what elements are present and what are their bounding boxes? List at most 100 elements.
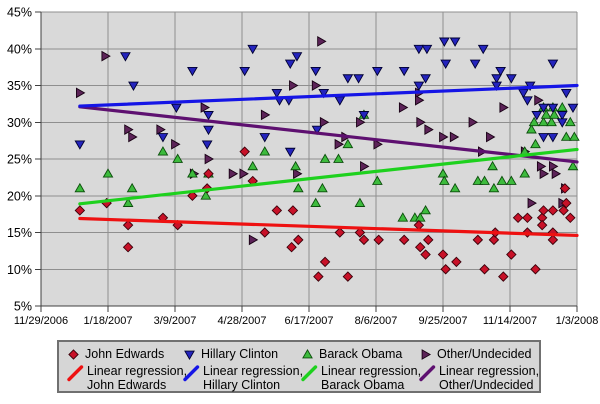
marker-triangle-right [293, 168, 303, 180]
marker-triangle-up [371, 175, 383, 185]
marker-triangle-down [247, 44, 259, 55]
marker-triangle-right [527, 197, 537, 209]
marker-triangle-up [479, 175, 490, 185]
marker-triangle-right [373, 138, 383, 150]
marker-triangle-up [310, 197, 322, 207]
marker-triangle-right [200, 102, 210, 113]
marker-diamond [398, 234, 410, 246]
marker-triangle-right [398, 102, 409, 113]
marker-triangle-down [495, 66, 506, 77]
marker-triangle-up [560, 131, 572, 141]
marker-triangle-down [477, 44, 489, 55]
marker-triangle-up [530, 138, 541, 149]
marker-triangle-up [519, 168, 531, 178]
marker-triangle-right [534, 94, 544, 106]
marker-triangle-down [239, 66, 251, 77]
y-axis-label: 30% [7, 116, 32, 130]
marker-triangle-down [538, 103, 549, 114]
marker-triangle-down [203, 125, 214, 136]
legend-item-john-edwards: John Edwards [67, 344, 183, 364]
marker-diamond [74, 205, 86, 216]
marker-triangle-right [360, 160, 370, 172]
y-axis-label: 40% [7, 42, 32, 56]
y-axis-label: 25% [7, 153, 32, 167]
marker-triangle-down [438, 37, 450, 47]
marker-triangle-up [342, 138, 354, 149]
marker-triangle-right [486, 131, 496, 143]
marker-triangle-up [526, 124, 537, 134]
marker-diamond [319, 256, 331, 268]
marker-diamond [271, 205, 283, 216]
marker-diamond [561, 197, 572, 209]
marker-triangle-up [319, 153, 331, 163]
series-hillary-clinton [74, 37, 579, 158]
marker-triangle-down [538, 133, 549, 143]
legend-item-barack-obama: Barack Obama [301, 344, 419, 364]
marker-triangle-down [203, 111, 214, 121]
marker-diamond [354, 227, 366, 238]
marker-triangle-right [248, 234, 259, 246]
series-barack-obama [74, 102, 580, 222]
marker-triangle-down [420, 74, 431, 84]
marker-triangle-right [468, 116, 478, 128]
x-axis-label: 9/25/2007 [419, 315, 468, 327]
y-axis-label: 15% [7, 226, 32, 240]
marker-triangle-up [259, 146, 271, 156]
marker-triangle-down [311, 125, 323, 136]
marker-triangle-right [499, 102, 509, 113]
marker-diamond [286, 241, 297, 253]
legend-triangle-up-icon [302, 348, 313, 358]
y-axis-label: 20% [7, 189, 32, 203]
marker-triangle-down [522, 96, 533, 106]
marker-triangle-down [284, 147, 296, 158]
marker-triangle-down [371, 66, 383, 77]
marker-triangle-down [556, 118, 568, 128]
marker-diamond [122, 241, 134, 253]
marker-triangle-down [547, 103, 559, 114]
regression-line [78, 105, 579, 164]
marker-triangle-down [201, 140, 213, 150]
marker-diamond [342, 271, 354, 282]
marker-triangle-down [421, 44, 433, 55]
marker-triangle-down [291, 52, 303, 62]
marker-diamond [373, 234, 384, 246]
marker-triangle-up [172, 153, 184, 163]
regression-line [78, 147, 579, 206]
marker-diamond [451, 256, 462, 268]
x-axis-label: 11/29/2006 [14, 315, 68, 327]
marker-triangle-right [334, 138, 344, 150]
marker-triangle-up [437, 168, 449, 178]
marker-diamond [565, 212, 576, 224]
x-axis-label: 4/28/2007 [218, 315, 267, 327]
marker-triangle-down [310, 66, 322, 77]
marker-triangle-up [449, 182, 461, 193]
marker-triangle-up [290, 160, 301, 171]
marker-triangle-right [76, 87, 86, 99]
legend-label: Hillary Clinton [201, 347, 279, 361]
legend-strip: John Edwards Hillary Clinton Barack Obam… [0, 330, 600, 404]
marker-triangle-right [128, 131, 138, 143]
marker-diamond [440, 264, 451, 275]
marker-triangle-down [491, 81, 502, 92]
marker-triangle-down [358, 111, 370, 121]
legend-label: John Edwards [85, 347, 165, 361]
marker-triangle-down [74, 140, 86, 150]
legend-label: Linear regression, Other/Undecided [439, 364, 540, 392]
marker-triangle-down [398, 66, 410, 77]
legend-label: Other/Undecided [437, 347, 532, 361]
marker-diamond [334, 227, 346, 238]
scatter-plot-area: 5% 10% 15% 20% 25% 30% 35% 40% 45% 11/29/2006 1/18… [7, 6, 598, 328]
marker-triangle-down [560, 89, 572, 99]
marker-triangle-up [538, 116, 549, 127]
marker-triangle-right [424, 124, 434, 135]
marker-triangle-right [549, 160, 559, 172]
regression-line [78, 83, 579, 108]
marker-triangle-up [414, 212, 426, 222]
legend-label: Barack Obama [319, 347, 403, 361]
x-axis-label: 3/9/2007 [154, 315, 197, 327]
marker-triangle-down [413, 44, 425, 55]
marker-triangle-down [449, 37, 461, 47]
marker-triangle-up [317, 182, 328, 193]
marker-triangle-right [239, 168, 249, 180]
marker-triangle-up [548, 109, 560, 119]
